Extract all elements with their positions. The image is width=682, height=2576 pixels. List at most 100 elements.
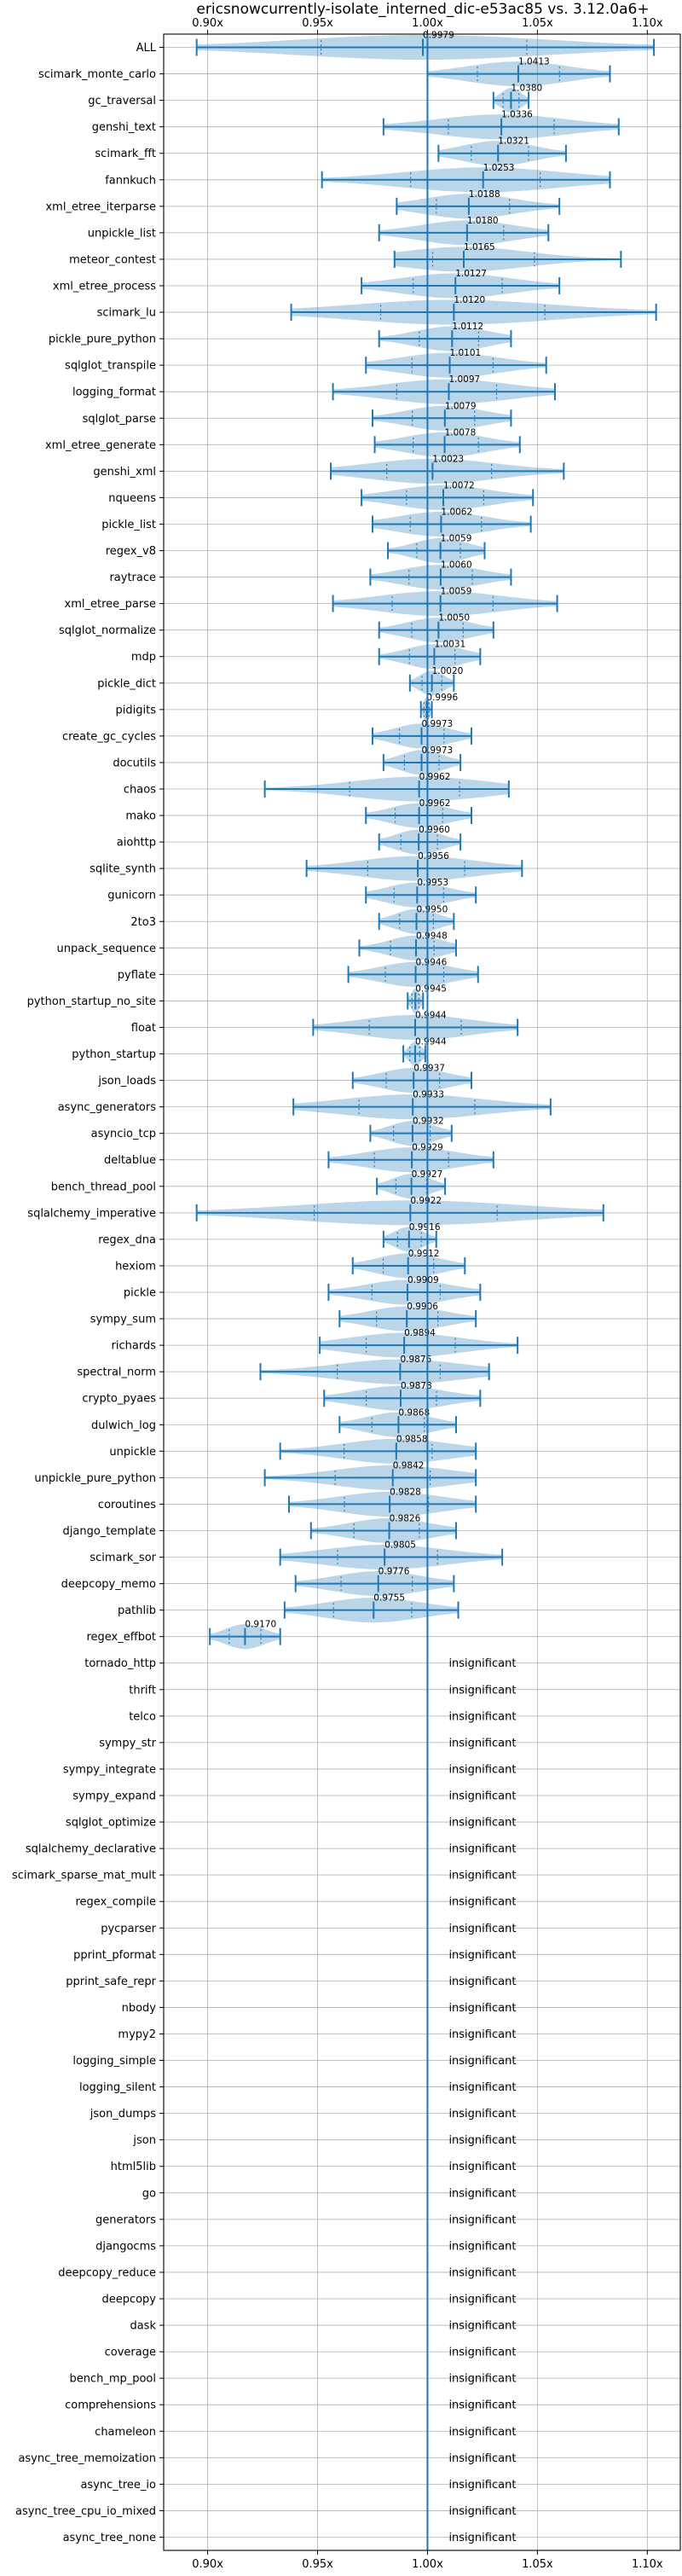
y-tick-label: pickle_dict xyxy=(97,677,156,690)
insignificant-label: insignificant xyxy=(448,2320,516,2333)
violin-value-label: 0.9962 xyxy=(419,772,451,782)
violin-value-label: 1.0023 xyxy=(432,454,464,464)
y-tick-label: sqlglot_optimize xyxy=(66,1817,156,1830)
violin-value-label: 1.0127 xyxy=(455,269,487,279)
chart-title: ericsnowcurrently-isolate_interned_dic-e… xyxy=(196,1,649,18)
y-tick-label: fannkuch xyxy=(105,174,156,187)
y-tick-label: scimark_fft xyxy=(95,148,156,160)
y-tick-label: xml_etree_parse xyxy=(65,598,156,611)
insignificant-label: insignificant xyxy=(448,1843,516,1856)
y-tick-label: pprint_safe_repr xyxy=(66,1976,156,1988)
insignificant-label: insignificant xyxy=(448,1737,516,1749)
top-x-axis: 0.90x 0.95x 1.00x 1.05x 1.10x xyxy=(192,17,663,34)
y-tick-label: xml_etree_iterparse xyxy=(45,200,156,213)
y-tick-label: aiohttp xyxy=(117,837,156,850)
insignificant-label: insignificant xyxy=(448,1657,516,1670)
violin-value-label: 0.9170 xyxy=(245,1620,276,1630)
violin-value-label: 0.9960 xyxy=(419,825,450,835)
insignificant-label: insignificant xyxy=(448,1790,516,1803)
y-tick-label: logging_silent xyxy=(79,2081,156,2094)
y-tick-label: json_loads xyxy=(97,1075,156,1088)
insignificant-label: insignificant xyxy=(448,2505,516,2518)
insignificant-label: insignificant xyxy=(448,1976,516,1988)
y-tick-label: pickle xyxy=(124,1287,156,1300)
y-tick-label: logging_format xyxy=(72,386,156,399)
y-tick-label: pickle_list xyxy=(101,519,156,531)
y-tick-label: django_template xyxy=(63,1525,156,1538)
violin-value-label: 0.9826 xyxy=(390,1513,421,1523)
insignificant-label: insignificant xyxy=(448,1870,516,1883)
bottom-x-tick-label: 1.00x xyxy=(412,2558,443,2571)
y-tick-label: coverage xyxy=(105,2347,156,2359)
insignificant-label: insignificant xyxy=(448,2399,516,2412)
y-tick-label: pickle_pure_python xyxy=(49,334,156,346)
bottom-x-tick-label: 0.90x xyxy=(192,2558,223,2571)
y-tick-label: dask xyxy=(130,2320,156,2333)
violin-value-label: 0.9776 xyxy=(379,1567,410,1577)
y-tick-label: sqlite_synth xyxy=(90,863,156,876)
y-tick-label: nqueens xyxy=(108,492,156,505)
y-tick-label: deepcopy xyxy=(101,2294,156,2306)
y-tick-label: scimark_sparse_mat_mult xyxy=(12,1870,156,1883)
violin-value-label: 0.9946 xyxy=(416,957,448,967)
violin-value-label: 0.9944 xyxy=(415,1010,447,1020)
insignificant-label: insignificant xyxy=(448,2373,516,2386)
insignificant-label: insignificant xyxy=(448,2213,516,2226)
y-tick-label: nbody xyxy=(122,2002,157,2015)
y-tick-label: sqlalchemy_imperative xyxy=(27,1207,156,1220)
y-tick-label: regex_effbot xyxy=(86,1631,156,1644)
violin-value-label: 1.0253 xyxy=(483,163,515,173)
insignificant-label: insignificant xyxy=(448,2002,516,2015)
insignificant-label: insignificant xyxy=(448,1684,516,1697)
y-tick-label: coroutines xyxy=(98,1499,156,1511)
violin-value-label: 1.0079 xyxy=(445,401,477,411)
insignificant-label: insignificant xyxy=(448,1949,516,1962)
y-tick-label: sqlglot_transpile xyxy=(65,360,156,373)
violin-value-label: 1.0321 xyxy=(498,136,529,147)
violin-value-label: 0.9996 xyxy=(426,693,458,703)
insignificant-label: insignificant xyxy=(448,2081,516,2094)
insignificant-label: insignificant xyxy=(448,1896,516,1909)
insignificant-label: insignificant xyxy=(448,1923,516,1935)
y-tick-label: async_tree_io xyxy=(80,2479,156,2492)
top-x-tick-label: 0.95x xyxy=(302,17,333,30)
y-tick-label: pyflate xyxy=(118,969,156,982)
y-tick-label: mypy2 xyxy=(118,2028,156,2041)
y-tick-label: async_generators xyxy=(58,1101,157,1114)
violin-value-label: 0.9755 xyxy=(373,1593,405,1604)
violin-value-label: 0.9828 xyxy=(390,1487,421,1497)
violin-value-label: 1.0413 xyxy=(518,57,550,67)
violin-value-label: 0.9962 xyxy=(419,798,451,809)
y-tick-label: genshi_text xyxy=(92,121,156,134)
y-tick-label: mdp xyxy=(131,651,156,664)
insignificant-label: insignificant xyxy=(448,2055,516,2068)
y-tick-label: sqlglot_parse xyxy=(83,413,156,426)
y-tick-label: unpickle xyxy=(109,1446,156,1459)
y-tick-label: sqlalchemy_declarative xyxy=(26,1843,156,1856)
y-tick-label: chaos xyxy=(124,784,156,797)
y-tick-label: json xyxy=(132,2134,156,2147)
y-tick-label: dulwich_log xyxy=(91,1419,156,1432)
y-tick-label: deepcopy_reduce xyxy=(58,2266,156,2279)
y-tick-label: bench_mp_pool xyxy=(69,2373,156,2386)
y-tick-label: pprint_pformat xyxy=(73,1949,156,1962)
y-tick-label: spectral_norm xyxy=(77,1366,156,1379)
y-tick-label: regex_compile xyxy=(75,1896,156,1909)
insignificant-label: insignificant xyxy=(448,2266,516,2279)
y-tick-label: deepcopy_memo xyxy=(61,1578,156,1591)
y-tick-label: djangocms xyxy=(95,2240,156,2253)
insignificant-label: insignificant xyxy=(448,2161,516,2173)
top-x-tick-label: 1.00x xyxy=(412,17,443,30)
y-tick-label: sympy_sum xyxy=(90,1314,156,1326)
violin-value-label: 0.9916 xyxy=(409,1222,441,1233)
y-tick-label: pathlib xyxy=(118,1604,156,1617)
insignificant-label: insignificant xyxy=(448,2347,516,2359)
y-tick-label: float xyxy=(131,1022,156,1035)
violin-value-label: 0.9937 xyxy=(413,1064,445,1074)
insignificant-label: insignificant xyxy=(448,1763,516,1776)
y-tick-label: genshi_xml xyxy=(93,466,156,479)
y-tick-label: gunicorn xyxy=(107,890,156,902)
y-tick-label: gc_traversal xyxy=(88,95,156,107)
top-x-tick-label: 0.90x xyxy=(192,17,223,30)
violin-value-label: 0.9909 xyxy=(407,1275,439,1285)
